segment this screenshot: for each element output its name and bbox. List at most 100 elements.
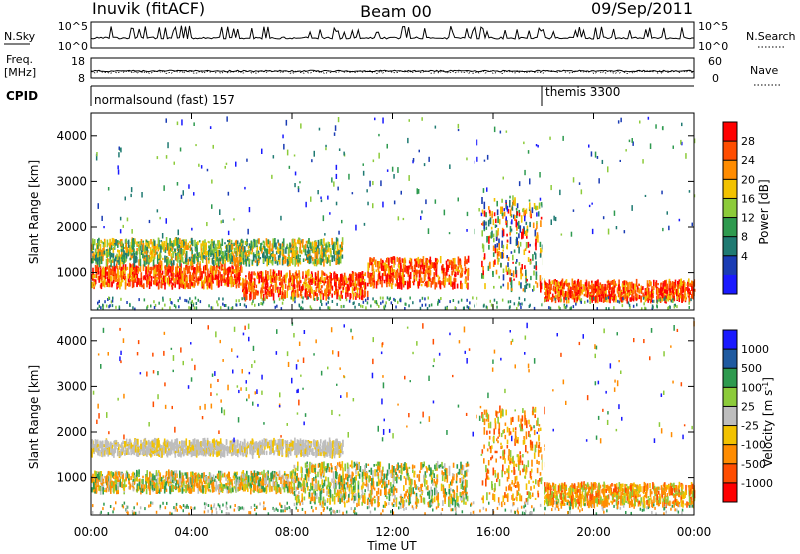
range-cell [591,285,593,293]
range-cell [459,258,461,263]
range-cell [677,285,679,289]
range-cell [156,209,159,213]
range-cell [352,282,355,287]
range-cell [188,256,191,262]
range-cell [111,265,114,273]
range-cell [522,288,525,292]
range-cell [608,307,610,311]
range-cell [115,273,118,280]
range-cell [198,252,201,257]
range-cell [209,251,211,256]
range-cell [158,254,160,259]
range-cell [687,284,689,293]
range-cell [390,274,392,277]
range-cell [225,244,228,253]
range-cell [224,279,226,283]
range-cell [135,279,137,283]
range-cell [550,284,552,291]
range-cell [417,256,420,264]
range-cell [187,283,189,289]
range-cell [512,254,514,261]
range-cell [184,253,187,259]
range-cell [201,441,203,447]
range-cell [249,250,251,255]
range-cell [123,440,126,448]
range-cell [243,282,245,290]
range-cell [563,305,566,309]
cpid-label: CPID [6,89,38,103]
range-cell [628,303,631,307]
range-cell [310,295,312,299]
range-cell [108,273,111,277]
range-cell [296,274,298,283]
range-cell [136,244,138,247]
range-cell [192,266,194,270]
range-cell [106,239,109,248]
range-cell [493,126,496,133]
range-cell [517,220,520,229]
range-cell [487,265,490,271]
range-cell [163,241,165,249]
range-cell [183,267,185,275]
range-cell [297,259,299,263]
range-cell [340,283,342,289]
range-cell [597,288,599,296]
range-cell [440,297,442,300]
range-cell [262,290,264,294]
range-cell [641,307,643,311]
range-cell [408,175,410,181]
range-cell [408,274,411,280]
range-cell [235,253,238,260]
range-cell [104,300,106,304]
range-cell [495,269,498,275]
range-cell [346,289,349,295]
range-cell [226,116,228,122]
range-cell [309,291,311,298]
range-cell [277,258,280,262]
range-cell [502,283,505,287]
range-cell [524,209,526,214]
range-cell [121,269,124,276]
range-cell [666,295,668,301]
range-cell [231,261,233,265]
range-cell [623,230,626,234]
range-cell [460,280,462,285]
range-cell [653,285,655,291]
range-cell [98,251,101,256]
range-cell [489,299,491,303]
range-cell [322,293,325,300]
range-cell [591,280,593,283]
range-cell [188,265,191,269]
range-cell [427,279,430,287]
range-cell [235,272,237,275]
range-cell [456,283,459,289]
range-cell [163,275,165,283]
range-cell [628,139,631,143]
range-cell [110,259,112,268]
range-cell [318,281,321,290]
range-cell [102,303,104,307]
range-cell [674,289,677,295]
range-cell [659,288,661,296]
range-cell [689,292,692,295]
range-cell [528,305,531,308]
range-cell [153,253,156,257]
range-cell [224,250,226,256]
range-cell [99,244,102,252]
range-cell [185,299,188,303]
range-cell [97,245,99,254]
range-cell [388,275,391,279]
range-cell [279,243,282,250]
range-cell [190,247,193,251]
range-cell [336,302,338,306]
range-cell [263,449,265,455]
range-cell [331,237,333,245]
range-cell [297,254,300,259]
range-cell [230,272,232,275]
range-cell [292,258,294,265]
range-cell [227,254,229,263]
range-cell [111,442,113,447]
freq-right-tick-top: 60 [708,55,722,68]
range-cell [262,246,264,250]
range-cell [280,307,283,311]
